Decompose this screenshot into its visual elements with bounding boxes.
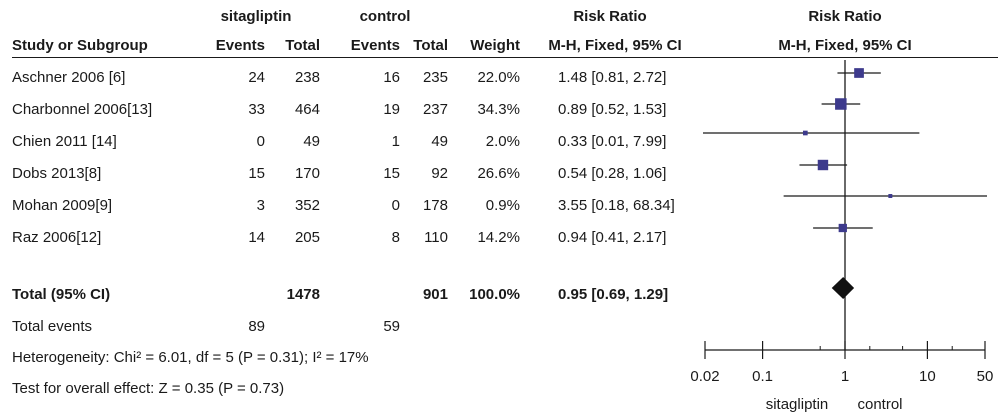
- study-name: Chien 2011 [14]: [12, 133, 117, 150]
- total-ci-value: 0.95 [0.69, 1.29]: [558, 286, 669, 303]
- study-name: Dobs 2013[8]: [12, 165, 102, 182]
- study-name: Mohan 2009[9]: [12, 197, 113, 214]
- events1-value: 3: [256, 197, 265, 214]
- study-marker: [802, 130, 808, 136]
- events2-value: 8: [391, 229, 400, 246]
- overall-effect-text: Test for overall effect: Z = 0.35 (P = 0…: [12, 380, 285, 397]
- method-text-header: M-H, Fixed, 95% CI: [548, 37, 682, 54]
- weight-value: 14.2%: [477, 229, 520, 246]
- study-marker: [835, 98, 847, 110]
- events2-value: 16: [383, 69, 400, 86]
- total2-value: 237: [422, 101, 448, 118]
- total-label: Total (95% CI): [12, 286, 111, 303]
- total-events-label: Total events: [12, 318, 93, 335]
- total1-value: 464: [294, 101, 320, 118]
- x-axis-tick-label: 50: [977, 368, 994, 385]
- total1-value: 170: [294, 165, 320, 182]
- total-events1-value: 89: [248, 318, 265, 335]
- total-weight: 100.0%: [469, 286, 520, 303]
- weight-value: 2.0%: [485, 133, 520, 150]
- events1-column-header: Events: [215, 37, 265, 54]
- study-marker: [854, 68, 864, 78]
- favours-right-label: control: [857, 396, 902, 413]
- group2-header: control: [359, 8, 411, 25]
- x-axis-tick-label: 1: [841, 368, 849, 385]
- total1-column-header: Total: [285, 37, 320, 54]
- weight-column-header: Weight: [470, 37, 520, 54]
- risk-ratio-plot-header: Risk Ratio: [808, 8, 882, 25]
- events1-value: 14: [248, 229, 265, 246]
- total2-value: 49: [431, 133, 448, 150]
- events1-value: 24: [248, 69, 265, 86]
- total2-sum: 901: [422, 286, 448, 303]
- total1-value: 238: [294, 69, 320, 86]
- events1-value: 15: [248, 165, 265, 182]
- events1-value: 0: [256, 133, 265, 150]
- events1-value: 33: [248, 101, 265, 118]
- study-marker: [888, 194, 893, 198]
- x-axis-tick-label: 0.1: [752, 368, 773, 385]
- x-axis-tick-label: 10: [919, 368, 936, 385]
- ci-value: 0.94 [0.41, 2.17]: [558, 229, 667, 246]
- study-name: Aschner 2006 [6]: [12, 69, 126, 86]
- study-column-header: Study or Subgroup: [12, 37, 148, 54]
- study-marker: [838, 223, 847, 233]
- study-name: Raz 2006[12]: [12, 229, 102, 246]
- ci-value: 0.33 [0.01, 7.99]: [558, 133, 667, 150]
- x-axis-tick-label: 0.02: [690, 368, 719, 385]
- total2-value: 235: [422, 69, 448, 86]
- total2-value: 110: [424, 229, 448, 246]
- events2-value: 19: [383, 101, 400, 118]
- total2-value: 178: [422, 197, 448, 214]
- ci-value: 0.89 [0.52, 1.53]: [558, 101, 667, 118]
- header-rule: [12, 57, 998, 58]
- events2-value: 15: [383, 165, 400, 182]
- events2-value: 0: [391, 197, 400, 214]
- total2-value: 92: [431, 165, 448, 182]
- total1-value: 49: [303, 133, 320, 150]
- weight-value: 22.0%: [477, 69, 520, 86]
- total1-value: 205: [294, 229, 320, 246]
- weight-value: 26.6%: [477, 165, 520, 182]
- total1-value: 352: [294, 197, 320, 214]
- summary-diamond: [831, 277, 855, 299]
- group1-header: sitagliptin: [220, 8, 292, 25]
- weight-value: 34.3%: [477, 101, 520, 118]
- method-plot-header: M-H, Fixed, 95% CI: [778, 37, 912, 54]
- total2-column-header: Total: [413, 37, 448, 54]
- ci-value: 1.48 [0.81, 2.72]: [558, 69, 667, 86]
- events2-column-header: Events: [350, 37, 400, 54]
- favours-left-label: sitagliptin: [766, 396, 829, 413]
- weight-value: 0.9%: [485, 197, 520, 214]
- ci-value: 0.54 [0.28, 1.06]: [558, 165, 667, 182]
- ci-value: 3.55 [0.18, 68.34]: [558, 197, 675, 214]
- total-events2-value: 59: [383, 318, 400, 335]
- total1-sum: 1478: [286, 286, 320, 303]
- study-marker: [817, 159, 829, 171]
- study-name: Charbonnel 2006[13]: [12, 101, 153, 118]
- heterogeneity-text: Heterogeneity: Chi² = 6.01, df = 5 (P = …: [12, 349, 369, 366]
- events2-value: 1: [391, 133, 400, 150]
- risk-ratio-text-header: Risk Ratio: [573, 8, 647, 25]
